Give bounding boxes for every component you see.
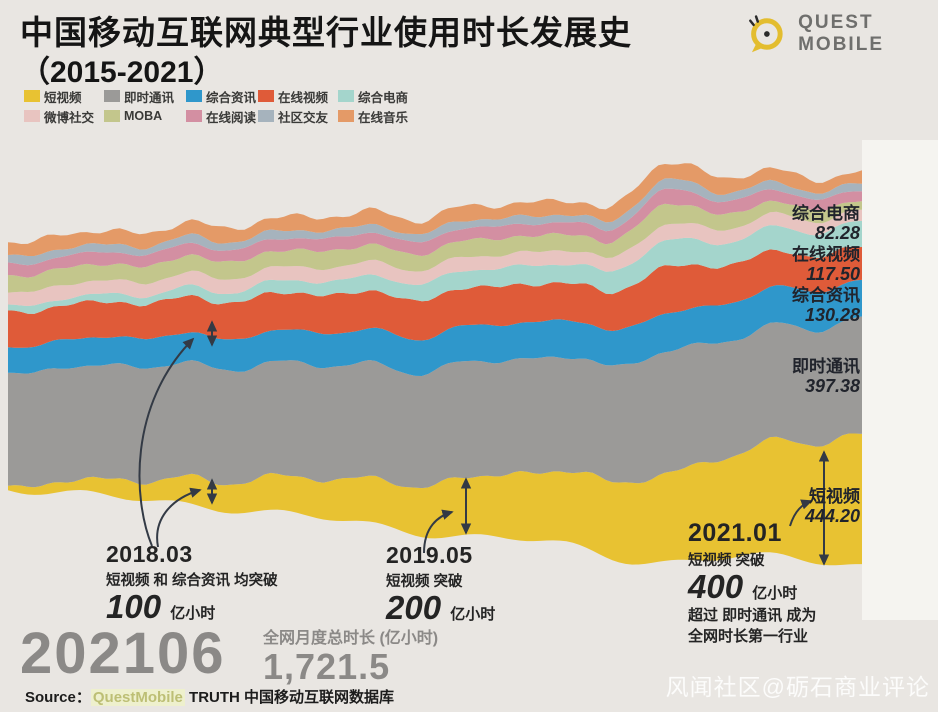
- legend-swatch-community: [258, 110, 274, 122]
- source-rest: TRUTH 中国移动互联网数据库: [184, 689, 395, 706]
- legend-item-moba: MOBA: [104, 108, 186, 124]
- questmobile-logo-icon: [749, 15, 783, 53]
- arrow-2021: [789, 499, 813, 527]
- arrow-2019: [423, 509, 454, 554]
- legend-item-weibo-social: 微博社交: [24, 108, 104, 125]
- legend-swatch-online-video: [258, 90, 274, 102]
- stream-layer-news-feed: [8, 279, 862, 376]
- annotation-2019-05: 2019.05 短视频 突破 200 亿小时: [386, 542, 496, 626]
- watermark: 风闻社区@砺石商业评论: [665, 674, 930, 700]
- legend-swatch-ecommerce: [338, 90, 354, 102]
- legend-swatch-short-video: [24, 90, 40, 102]
- questmobile-logo: QUEST MOBILE: [742, 8, 938, 60]
- legend-item-online-video: 在线视频: [258, 88, 338, 105]
- legend-item-online-reading: 在线阅读: [186, 108, 258, 125]
- stream-layer-online-video: [8, 246, 862, 348]
- stream-layer-short-video: [8, 433, 862, 566]
- legend-item-news-feed: 综合资讯: [186, 88, 258, 105]
- source-label: Source：: [25, 689, 91, 706]
- legend-swatch-online-reading: [186, 110, 202, 122]
- end-label-news-feed: 综合资讯 130.28: [792, 286, 860, 325]
- source-brand: QuestMobile: [90, 689, 185, 706]
- stream-layer-online-reading: [8, 188, 862, 278]
- page-title-line2: （2015-2021）: [20, 56, 224, 89]
- stream-layer-online-music: [8, 163, 862, 256]
- stream-layer-community: [8, 178, 862, 266]
- annotation-arrows: [138, 320, 830, 566]
- legend-item-online-music: 在线音乐: [338, 108, 430, 125]
- total-time-metric: 全网月度总时长 (亿小时) 1,721.5: [263, 630, 439, 687]
- end-label-online-video: 在线视频 117.50: [792, 245, 860, 284]
- legend-swatch-moba: [104, 110, 120, 122]
- questmobile-logo-text: QUEST MOBILE: [798, 12, 884, 55]
- stream-layer-weibo-social: [8, 209, 862, 306]
- annotation-2021-01: 2021.01 短视频 突破 400 亿小时 超过 即时通讯 成为 全网时长第一…: [688, 519, 817, 645]
- arrow-2018-to-news-band: [138, 337, 195, 547]
- end-label-ecommerce: 综合电商 82.28: [792, 204, 860, 243]
- legend-item-ecommerce: 综合电商: [338, 88, 430, 105]
- end-label-short-video: 短视频 444.20: [804, 487, 860, 526]
- legend-swatch-weibo-social: [24, 110, 40, 122]
- period-label: 202106: [20, 621, 226, 686]
- legend-item-short-video: 短视频: [24, 88, 104, 105]
- arrow-2018-to-shortvideo-band: [156, 487, 202, 548]
- source-line: Source： QuestMobile TRUTH 中国移动互联网数据库: [25, 686, 394, 707]
- stream-layer-instant-msg: [8, 316, 862, 489]
- right-background-strip: [862, 140, 938, 620]
- legend-swatch-online-music: [338, 110, 354, 122]
- annotation-2018-03: 2018.03 短视频 和 综合资讯 均突破 100 亿小时: [106, 541, 278, 625]
- chart-legend: 短视频 即时通讯 综合资讯 在线视频 综合电商 微博社交 MOBA 在线阅读 社…: [24, 88, 430, 125]
- page-title-line1: 中国移动互联网典型行业使用时长发展史: [20, 14, 632, 51]
- legend-swatch-news-feed: [186, 90, 202, 102]
- stream-layer-ecommerce: [8, 220, 862, 314]
- legend-item-community: 社区交友: [258, 108, 338, 125]
- end-label-instant-msg: 即时通讯 397.38: [792, 357, 860, 396]
- legend-item-instant-msg: 即时通讯: [104, 88, 186, 105]
- legend-swatch-instant-msg: [104, 90, 120, 102]
- stream-layer-moba: [8, 200, 862, 293]
- stream-layers: [8, 163, 862, 566]
